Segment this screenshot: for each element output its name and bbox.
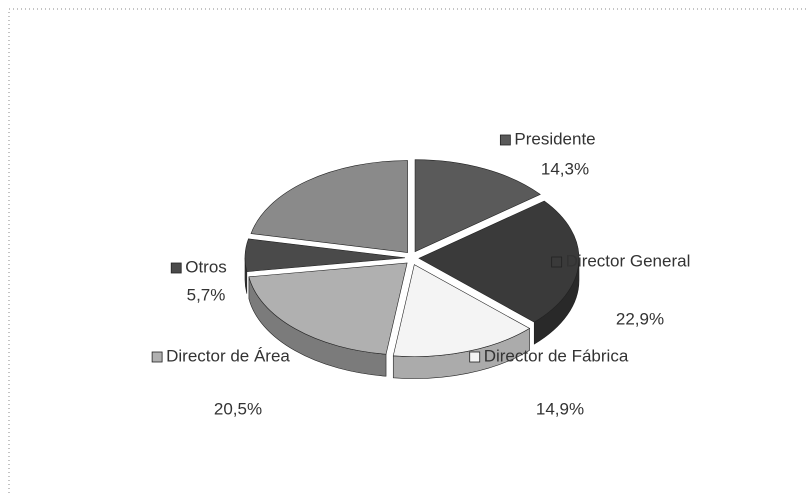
- legend-label: Otros: [185, 257, 227, 276]
- legend-marker: [151, 351, 163, 363]
- legend-marker: [551, 256, 563, 268]
- legend-label: Director de Fábrica: [484, 346, 629, 365]
- slice: [392, 264, 531, 357]
- slice: [414, 159, 541, 253]
- data-label: 14,9%: [536, 399, 584, 418]
- slice: [248, 262, 408, 355]
- legend-label: Presidente: [514, 129, 595, 148]
- legend-marker: [499, 134, 511, 146]
- data-label: 20,5%: [214, 399, 262, 418]
- legend-label: Director de Área: [166, 346, 290, 365]
- data-label: 5,7%: [187, 285, 226, 304]
- data-label: 22,9%: [616, 309, 664, 328]
- legend-marker: [469, 351, 481, 363]
- slice: [244, 238, 406, 272]
- slice: [418, 200, 580, 323]
- legend-marker: [170, 262, 182, 274]
- data-label: 14,3%: [541, 159, 589, 178]
- legend-label: Director General: [566, 251, 691, 270]
- slice: [250, 160, 408, 253]
- frame: [8, 8, 806, 495]
